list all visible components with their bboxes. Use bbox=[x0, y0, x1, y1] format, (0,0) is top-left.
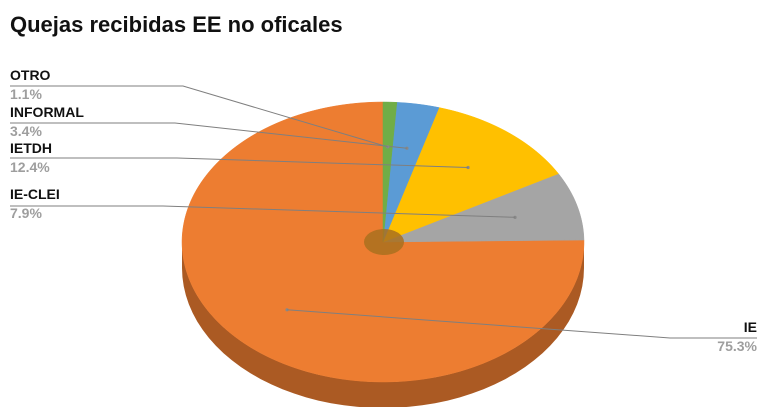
slice-labels: IE 75.3% IE-CLEI 7.9% IETDH 12.4% INFORMAL 3.4%… bbox=[10, 67, 758, 354]
leader-lines bbox=[10, 85, 757, 339]
pie-side-ie bbox=[182, 242, 584, 407]
slice-label-ietdh: IETDH bbox=[10, 140, 52, 156]
leader-line-otro bbox=[10, 85, 388, 148]
pie-center bbox=[364, 229, 404, 255]
pie-slices bbox=[181, 101, 585, 383]
pie-slice-informal bbox=[382, 102, 440, 243]
chart-title: Quejas recibidas EE no oficales bbox=[10, 12, 343, 37]
leader-line-ietdh bbox=[10, 157, 469, 168]
slice-value-otro: 1.1% bbox=[10, 86, 42, 102]
leader-line-ie bbox=[286, 309, 757, 339]
slice-label-otro: OTRO bbox=[10, 67, 51, 83]
leader-line-informal bbox=[10, 122, 407, 149]
leader-line-ie-clei bbox=[10, 205, 516, 218]
leader-dot-ie-clei bbox=[513, 215, 517, 219]
slice-value-ietdh: 12.4% bbox=[10, 159, 50, 175]
pie-depth-sides bbox=[182, 242, 584, 407]
pie-slice-otro bbox=[382, 101, 398, 243]
pie-slice-ietdh bbox=[382, 107, 559, 243]
leader-dot-otro bbox=[386, 145, 390, 149]
slice-value-ie-clei: 7.9% bbox=[10, 205, 42, 221]
slice-value-ie: 75.3% bbox=[717, 338, 757, 354]
pie-slice-ie-clei bbox=[382, 173, 585, 243]
slice-label-ie: IE bbox=[744, 319, 757, 335]
slice-label-informal: INFORMAL bbox=[10, 104, 84, 120]
slice-label-ie-clei: IE-CLEI bbox=[10, 186, 60, 202]
slice-value-informal: 3.4% bbox=[10, 123, 42, 139]
